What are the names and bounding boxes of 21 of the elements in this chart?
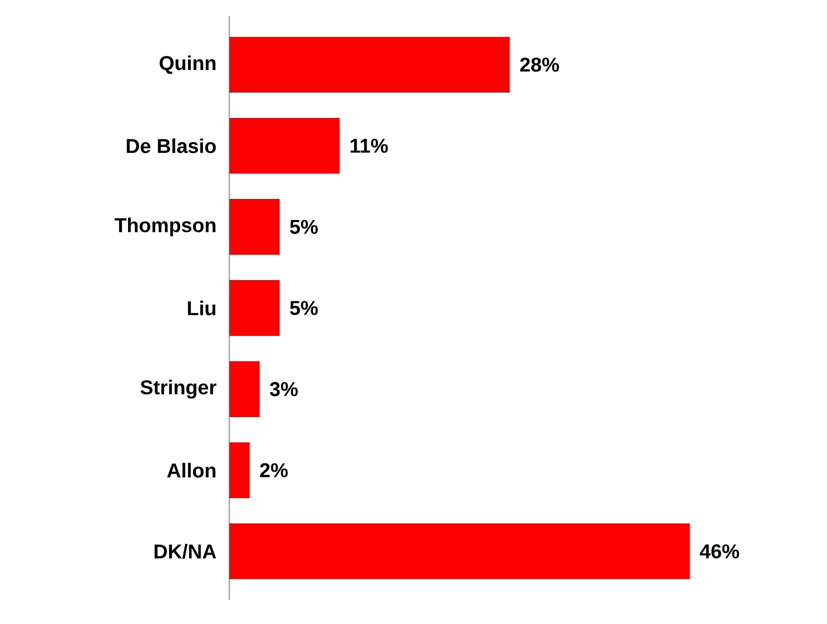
bar xyxy=(229,361,260,417)
bar xyxy=(229,442,250,498)
y-tick-label: Stringer xyxy=(140,380,216,398)
y-tick-label: Allon xyxy=(167,462,216,478)
y-tick-label: Liu xyxy=(188,300,216,316)
y-tick-label: Thompson xyxy=(114,218,216,236)
y-tick-label: DK/NA xyxy=(154,544,216,559)
data-label: 46% xyxy=(700,544,740,558)
data-label: 3% xyxy=(270,382,298,396)
y-tick-label: De Blasio xyxy=(126,138,216,154)
data-label: 5% xyxy=(290,220,318,234)
bar xyxy=(229,280,280,336)
y-tick-label: Quinn xyxy=(160,55,216,74)
data-label: 2% xyxy=(260,463,288,478)
bar xyxy=(229,199,280,255)
data-label: 11% xyxy=(350,138,388,153)
data-label: 28% xyxy=(520,58,559,72)
bar xyxy=(229,523,690,580)
bar xyxy=(229,118,340,174)
data-label: 5% xyxy=(290,300,318,316)
bar xyxy=(229,36,510,93)
